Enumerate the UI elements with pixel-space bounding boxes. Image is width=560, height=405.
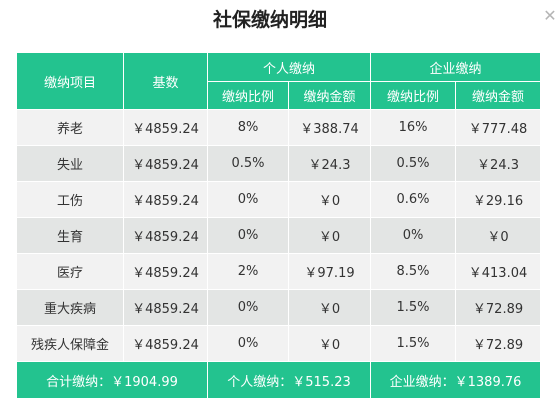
header-company-rate: 缴纳比例 bbox=[370, 81, 457, 110]
cell-personal-amount: ￥0 bbox=[287, 217, 372, 254]
cell-personal-rate: 0% bbox=[207, 289, 289, 326]
header-company-amount: 缴纳金额 bbox=[455, 81, 542, 110]
page-title: 社保缴纳明细 bbox=[212, 9, 327, 31]
cell-personal-rate: 0.5% bbox=[207, 145, 289, 182]
cell-personal-rate: 2% bbox=[207, 253, 289, 290]
personal-total: 个人缴纳：￥515.23 bbox=[206, 361, 372, 399]
cell-company-amount: ￥413.04 bbox=[455, 253, 542, 290]
table-row: 工伤 ￥4859.24 0% ￥0 0.6% ￥29.16 bbox=[16, 181, 542, 218]
cell-personal-amount: ￥97.19 bbox=[287, 253, 372, 290]
cell-personal-amount: ￥388.74 bbox=[287, 109, 372, 146]
cell-company-rate: 16% bbox=[370, 109, 457, 146]
table-body: 养老 ￥4859.24 8% ￥388.74 16% ￥777.48 失业 ￥4859.24 0… bbox=[16, 109, 542, 362]
header-item: 缴纳项目 bbox=[16, 52, 124, 110]
cell-item: 养老 bbox=[16, 109, 124, 146]
cell-company-rate: 1.5% bbox=[370, 325, 457, 362]
table-row: 生育 ￥4859.24 0% ￥0 0% ￥0 bbox=[16, 217, 542, 254]
cell-base: ￥4859.24 bbox=[123, 109, 208, 146]
social-security-table: 缴纳项目 基数 个人缴纳 企业缴纳 缴纳比例 缴纳金额 缴纳比例 缴纳金额 养老… bbox=[16, 52, 542, 399]
table-row: 重大疾病 ￥4859.24 0% ￥0 1.5% ￥72.89 bbox=[16, 289, 542, 326]
cell-item: 残疾人保障金 bbox=[16, 325, 124, 362]
header-base: 基数 bbox=[123, 52, 208, 110]
cell-base: ￥4859.24 bbox=[123, 253, 208, 290]
cell-company-rate: 0% bbox=[370, 217, 457, 254]
cell-personal-amount: ￥0 bbox=[287, 325, 372, 362]
cell-base: ￥4859.24 bbox=[123, 289, 208, 326]
cell-company-rate: 8.5% bbox=[370, 253, 457, 290]
table-row: 养老 ￥4859.24 8% ￥388.74 16% ￥777.48 bbox=[16, 109, 542, 146]
cell-personal-amount: ￥0 bbox=[287, 289, 372, 326]
cell-personal-rate: 0% bbox=[207, 181, 289, 218]
cell-company-amount: ￥72.89 bbox=[455, 325, 542, 362]
cell-company-rate: 0.5% bbox=[370, 145, 457, 182]
cell-company-rate: 1.5% bbox=[370, 289, 457, 326]
close-icon[interactable]: ✕ bbox=[543, 6, 557, 25]
cell-item: 工伤 bbox=[16, 181, 124, 218]
header-personal-rate: 缴纳比例 bbox=[207, 81, 289, 110]
table-row: 失业 ￥4859.24 0.5% ￥24.3 0.5% ￥24.3 bbox=[16, 145, 542, 182]
cell-company-amount: ￥24.3 bbox=[455, 145, 542, 182]
header-personal-amount: 缴纳金额 bbox=[287, 81, 372, 110]
cell-item: 重大疾病 bbox=[16, 289, 124, 326]
cell-personal-rate: 0% bbox=[207, 217, 289, 254]
cell-company-rate: 0.6% bbox=[370, 181, 457, 218]
cell-item: 失业 bbox=[16, 145, 124, 182]
table-row: 残疾人保障金 ￥4859.24 0% ￥0 1.5% ￥72.89 bbox=[16, 325, 542, 362]
totals-row: 合计缴纳：￥1904.99 个人缴纳：￥515.23 企业缴纳：￥1389.76 bbox=[16, 361, 542, 399]
cell-company-amount: ￥777.48 bbox=[455, 109, 542, 146]
cell-personal-rate: 0% bbox=[207, 325, 289, 362]
cell-base: ￥4859.24 bbox=[123, 145, 208, 182]
header-personal: 个人缴纳 bbox=[206, 52, 372, 82]
header-company: 企业缴纳 bbox=[370, 52, 542, 82]
total-amount: 合计缴纳：￥1904.99 bbox=[16, 361, 208, 399]
cell-base: ￥4859.24 bbox=[123, 181, 208, 218]
cell-base: ￥4859.24 bbox=[123, 217, 208, 254]
table-row: 医疗 ￥4859.24 2% ￥97.19 8.5% ￥413.04 bbox=[16, 253, 542, 290]
company-total: 企业缴纳：￥1389.76 bbox=[370, 361, 542, 399]
cell-personal-rate: 8% bbox=[207, 109, 289, 146]
cell-company-amount: ￥29.16 bbox=[455, 181, 542, 218]
cell-base: ￥4859.24 bbox=[123, 325, 208, 362]
cell-item: 医疗 bbox=[16, 253, 124, 290]
cell-personal-amount: ￥0 bbox=[287, 181, 372, 218]
cell-item: 生育 bbox=[16, 217, 124, 254]
cell-company-amount: ￥0 bbox=[455, 217, 542, 254]
cell-company-amount: ￥72.89 bbox=[455, 289, 542, 326]
cell-personal-amount: ￥24.3 bbox=[287, 145, 372, 182]
